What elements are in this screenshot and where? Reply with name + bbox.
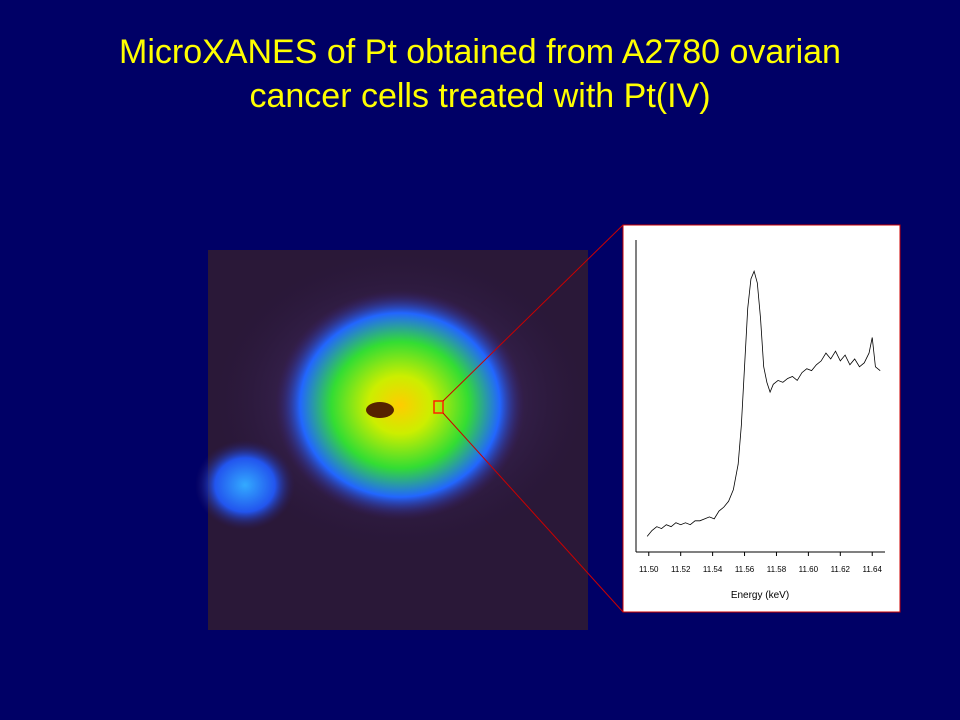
data-line bbox=[646, 269, 881, 537]
plot: Energy (keV) 11.50 11.52 11.54 11.56 11.58 11… bbox=[635, 240, 885, 601]
x-tick-label: 11.62 bbox=[831, 565, 851, 574]
x-tick-label: 11.50 bbox=[639, 565, 659, 574]
chart-panel bbox=[622, 224, 901, 613]
x-tick-label: 11.64 bbox=[863, 565, 883, 574]
x-tick-label: 11.52 bbox=[671, 565, 691, 574]
x-tick-label: 11.54 bbox=[703, 565, 723, 574]
x-axis-label: Energy (keV) bbox=[731, 590, 789, 601]
x-tick-label: 11.56 bbox=[735, 565, 755, 574]
x-tick-label: 11.60 bbox=[799, 565, 819, 574]
slide-title: MicroXANES of Pt obtained from A2780 ova… bbox=[119, 33, 841, 115]
x-tick-label: 11.58 bbox=[767, 565, 787, 574]
micrograph bbox=[195, 224, 624, 630]
